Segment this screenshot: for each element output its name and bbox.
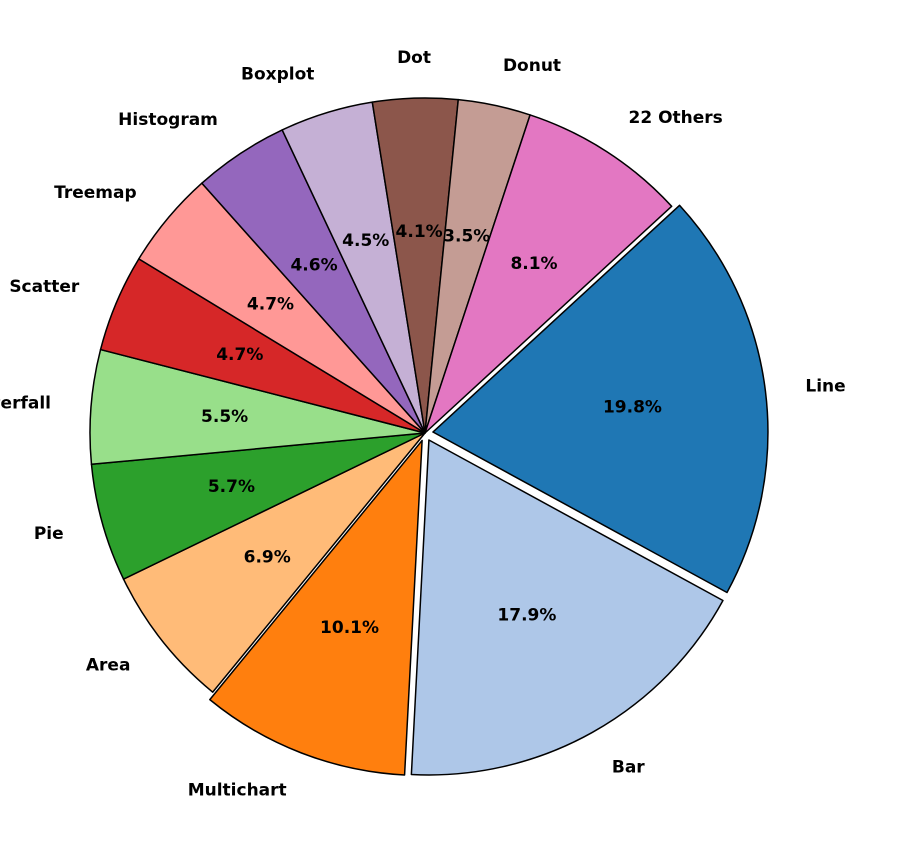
pie-percent-label-histogram: 4.6% [290, 255, 337, 275]
pie-percent-label-bar: 17.9% [497, 605, 556, 625]
pie-percent-label-donut: 3.5% [443, 226, 490, 246]
pie-wedges [89, 97, 769, 776]
pie-category-label-multichart: Multichart [188, 780, 287, 800]
pie-category-label-area: Area [86, 655, 131, 675]
pie-slice-multichart [209, 439, 423, 776]
pie-category-labels: Multichart Area Pie Waterfall Scatter Treemap… [0, 48, 846, 800]
pie-percent-label-multichart: 10.1% [320, 618, 379, 638]
pie-percent-label-line: 19.8% [603, 398, 662, 418]
pie-slice-area [122, 432, 426, 693]
pie-percent-label-area: 6.9% [244, 547, 291, 567]
pie-slice-bar [410, 439, 724, 776]
pie-percent-label-22-others: 8.1% [510, 254, 557, 274]
pie-category-label-boxplot: Boxplot [241, 64, 314, 84]
pie-percent-label-treemap: 4.7% [247, 294, 294, 314]
pie-category-label-donut: Donut [503, 56, 561, 76]
pie-slice-line [432, 204, 769, 594]
pie-category-label-bar: Bar [612, 758, 645, 778]
pie-category-label-treemap: Treemap [54, 183, 137, 203]
pie-percent-label-scatter: 4.7% [216, 345, 263, 365]
pie-category-label-waterfall: Waterfall [0, 393, 51, 413]
pie-percent-label-boxplot: 4.5% [342, 231, 389, 251]
pie-category-label-pie: Pie [34, 524, 64, 544]
pie-category-label-dot: Dot [397, 48, 431, 68]
pie-percent-label-dot: 4.1% [396, 222, 443, 242]
pie-percent-labels: 10.1% 6.9% 5.7% 5.5% 4.7% 4.7% 4.6%4.5% 4.1% 3.5… [201, 222, 662, 638]
pie-category-label-scatter: Scatter [9, 277, 80, 297]
pie-category-label-22-others: 22 Others [629, 108, 723, 128]
pie-slice-22-others [424, 114, 673, 434]
pie-percent-label-pie: 5.7% [208, 477, 255, 497]
pie-category-label-line: Line [805, 376, 845, 396]
pie-percent-label-waterfall: 5.5% [201, 407, 248, 427]
pie-category-label-histogram: Histogram [118, 110, 218, 130]
